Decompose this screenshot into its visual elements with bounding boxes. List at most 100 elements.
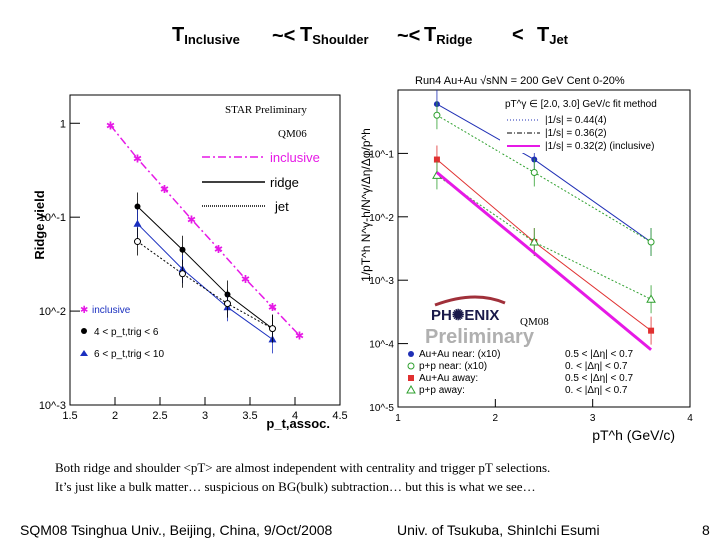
y-tick-label: 10^-3 xyxy=(369,276,394,287)
data-point xyxy=(269,325,276,333)
data-point xyxy=(134,203,141,210)
phenix-fit-1: |1/s| = 0.44(4) xyxy=(545,115,607,126)
x-tick-label: 4 xyxy=(687,413,693,424)
x-tick-label: 2 xyxy=(493,413,499,424)
series-fit-line xyxy=(137,223,273,340)
legend-jet-label: jet xyxy=(274,199,289,214)
y-tick-label: 10^-1 xyxy=(39,212,66,224)
slide-title: TInclusive ~< TShoulder ~< TRidge < TJet xyxy=(172,24,592,64)
data-point xyxy=(646,294,656,303)
legend-marker xyxy=(406,384,416,394)
y-tick-label: 10^-2 xyxy=(369,213,394,224)
x-tick-label: 3 xyxy=(202,410,208,422)
x-tick-label: 3.5 xyxy=(242,410,257,422)
data-point xyxy=(433,111,441,119)
legend-range: 0. < |Δη| < 0.7 xyxy=(565,361,628,372)
footer-page-number: 8 xyxy=(702,522,710,538)
x-tick-label: 2.5 xyxy=(152,410,167,422)
legend-lower-inclusive: inclusive xyxy=(92,305,131,316)
y-tick-label: 10^-2 xyxy=(39,306,66,318)
star-ridge-yield-chart: 1.5 2 2.5 3 3.5 4 4.5 1 10^-1 10^-2 10^-3 ✱ ✱ ✱ ✱ ✱ ✱ ✱ ✱… xyxy=(32,94,348,431)
phenix-logo-text: PH✺ENIX xyxy=(431,307,499,324)
y-tick-label: 10^-5 xyxy=(369,403,394,414)
y-tick-label: 1 xyxy=(60,118,66,130)
title-relation-3: < xyxy=(512,24,524,46)
y-tick-label: 10^-3 xyxy=(39,400,66,412)
phenix-logo-swoosh xyxy=(434,295,506,307)
phenix-preliminary-label: Preliminary xyxy=(425,326,535,348)
x-tick-label: 4 xyxy=(292,410,298,422)
title-t-shoulder: TShoulder xyxy=(300,24,369,47)
legend-ridge-label: ridge xyxy=(270,175,299,190)
data-point xyxy=(647,238,655,246)
legend-lower-circle xyxy=(81,328,87,334)
data-point: ✱ xyxy=(295,330,304,342)
legend-marker xyxy=(408,375,414,381)
legend-lower-triangle xyxy=(80,350,88,356)
phenix-fit-3: |1/s| = 0.32(2) (inclusive) xyxy=(545,141,654,152)
data-point xyxy=(133,219,142,227)
y-tick-label: 10^-1 xyxy=(369,149,394,160)
data-point xyxy=(529,237,540,246)
data-point: ✱ xyxy=(268,302,277,314)
series-line xyxy=(109,124,301,336)
caption: Both ridge and shoulder <pT> are almost … xyxy=(55,458,550,496)
data-point xyxy=(134,238,141,246)
footer-author: Univ. of Tsukuba, ShinIchi Esumi xyxy=(397,522,600,538)
legend-label: Au+Au near: (x10) xyxy=(419,349,500,360)
caption-line-1: Both ridge and shoulder <pT> are almost … xyxy=(55,460,551,475)
legend-marker xyxy=(407,362,415,370)
data-point xyxy=(179,270,186,278)
x-tick-label: 3 xyxy=(590,413,596,424)
legend-lower-range1: 4 < p_t,trig < 6 xyxy=(94,327,159,338)
phenix-ylabel: 1/pT^h N^γ-h/N^γ/Δη/Δφ/p^h xyxy=(359,128,373,282)
phenix-xlabel: pT^h (GeV/c) xyxy=(592,427,675,443)
legend-range: 0. < |Δη| < 0.7 xyxy=(565,385,628,396)
legend-label: p+p away: xyxy=(419,385,465,396)
data-point xyxy=(433,156,440,163)
x-tick-label: 4.5 xyxy=(332,410,347,422)
caption-line-2: It’s just like a bulk matter… suspicious… xyxy=(55,479,536,494)
x-tick-label: 1.5 xyxy=(62,410,77,422)
legend-label: p+p near: (x10) xyxy=(419,361,487,372)
series-line xyxy=(435,171,653,351)
legend-label: Au+Au away: xyxy=(419,373,478,384)
data-point: ✱ xyxy=(187,214,196,226)
title-relation-2: ~< xyxy=(397,25,421,47)
data-point: ✱ xyxy=(160,184,169,196)
y-tick-label: 10^-4 xyxy=(369,340,394,351)
phenix-title: Run4 Au+Au √sNN = 200 GeV Cent 0-20% xyxy=(415,75,625,87)
star-ylabel: Ridge yield xyxy=(32,190,47,259)
legend-lower-range2: 6 < p_t,trig < 10 xyxy=(94,349,164,360)
data-point: ✱ xyxy=(106,120,115,132)
legend-marker xyxy=(408,351,414,357)
title-t-jet: TJet xyxy=(537,24,569,47)
legend-inclusive-label: inclusive xyxy=(270,150,320,165)
title-t-ridge: TRidge xyxy=(424,24,473,47)
footer-conference: SQM08 Tsinghua Univ., Beijing, China, 9/… xyxy=(20,522,333,538)
title-relation-1: ~< xyxy=(272,25,296,47)
phenix-fit-header: pT^γ ∈ [2.0, 3.0] GeV/c fit method xyxy=(505,99,657,110)
data-point: ✱ xyxy=(133,154,142,166)
star-qm06-label: QM06 xyxy=(278,128,307,140)
series-fit-line xyxy=(137,206,273,330)
star-plot-frame xyxy=(69,94,341,406)
star-xlabel: p_t,assoc. xyxy=(266,416,330,431)
phenix-yield-chart: 1 2 3 4 10^-1 10^-2 10^-3 10^-4 10^-5 Run4 Au+Au… xyxy=(359,75,693,443)
data-point xyxy=(179,246,186,253)
title-t-inclusive: TInclusive xyxy=(172,24,240,47)
legend-lower-star: ✱ xyxy=(80,305,88,316)
data-point xyxy=(648,327,655,334)
phenix-qm08-label: QM08 xyxy=(520,316,549,328)
x-tick-label: 2 xyxy=(112,410,118,422)
x-tick-label: 1 xyxy=(395,413,401,424)
phenix-fit-2: |1/s| = 0.36(2) xyxy=(545,128,607,139)
star-preliminary-label: STAR Preliminary xyxy=(225,104,307,116)
data-point xyxy=(530,168,538,176)
data-point: ✱ xyxy=(214,244,223,256)
data-point xyxy=(224,300,231,308)
legend-range: 0.5 < |Δη| < 0.7 xyxy=(565,373,633,384)
legend-range: 0.5 < |Δη| < 0.7 xyxy=(565,349,633,360)
phenix-fit-box xyxy=(500,95,686,153)
data-point: ✱ xyxy=(241,274,250,286)
